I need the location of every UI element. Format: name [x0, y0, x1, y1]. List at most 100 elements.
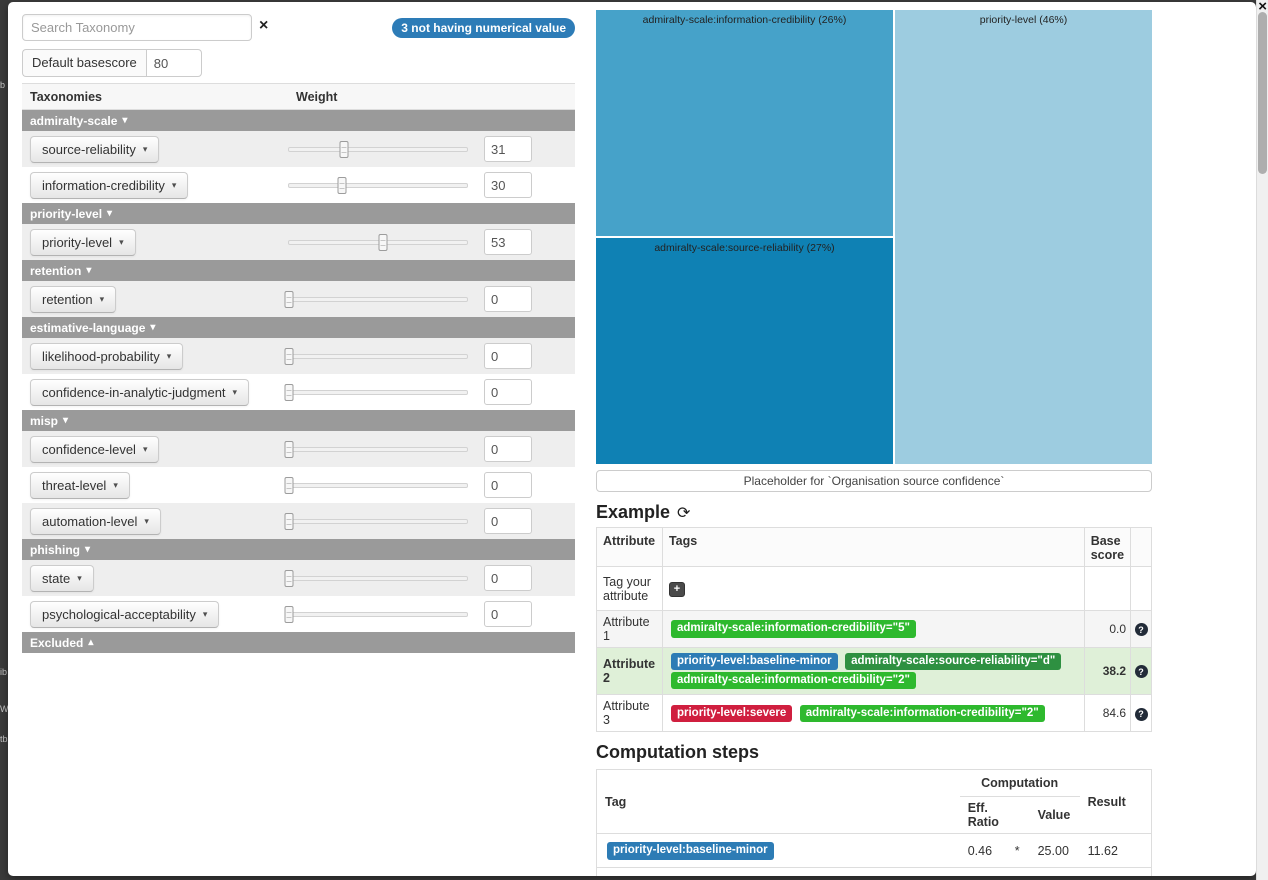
computation-header-row-2: Eff. Ratio Value — [597, 797, 1152, 834]
group-header-estimative-language[interactable]: estimative-language ▾ — [22, 317, 575, 338]
example-table: Attribute Tags Base score Tag your attri… — [596, 527, 1152, 733]
taxonomy-select-information-credibility[interactable]: information-credibility ▾ — [30, 171, 189, 199]
slider-handle[interactable] — [284, 383, 294, 401]
tag-pill: admiralty-scale:source-reliability="d" — [845, 653, 1062, 671]
question-circle-icon[interactable]: ? — [1134, 623, 1148, 637]
group-label: misp — [30, 413, 59, 428]
slider-handle[interactable] — [284, 476, 294, 494]
slider-handle[interactable] — [284, 347, 294, 365]
group-header-admiralty-scale[interactable]: admiralty-scale ▾ — [22, 110, 575, 131]
operator: * — [1005, 868, 1030, 876]
weight-input[interactable] — [484, 343, 532, 369]
background-text-fragment: b — [0, 80, 6, 90]
column-header-help — [1130, 527, 1152, 567]
taxonomy-name: automation-level — [42, 513, 138, 529]
taxonomy-name: retention — [42, 291, 93, 307]
attribute-label: Attribute 3 — [596, 694, 663, 733]
example-row-attribute-2: Attribute 2 priority-level:baseline-mino… — [596, 646, 1152, 696]
computation-table: Tag Computation Result Eff. Ratio Value … — [596, 769, 1152, 876]
refresh-icon[interactable]: ⟳ — [677, 504, 691, 522]
taxonomy-select-psychological-acceptability[interactable]: psychological-acceptability ▾ — [30, 600, 220, 628]
weight-input[interactable] — [484, 229, 532, 255]
slider-handle[interactable] — [284, 569, 294, 587]
weight-slider[interactable] — [284, 569, 468, 587]
weight-slider[interactable] — [288, 233, 468, 251]
weight-slider[interactable] — [284, 605, 468, 623]
weight-slider[interactable] — [288, 176, 468, 194]
taxonomy-name: information-credibility — [42, 177, 165, 193]
weight-input[interactable] — [484, 565, 532, 591]
weight-slider[interactable] — [288, 140, 468, 158]
eff-ratio-value: 0.27 — [960, 868, 1005, 876]
chevron-down-icon: ▾ — [232, 386, 238, 397]
weight-input[interactable] — [484, 601, 532, 627]
example-table-header: Attribute Tags Base score — [596, 527, 1152, 567]
close-icon[interactable]: × — [1258, 0, 1267, 15]
weight-slider[interactable] — [284, 440, 468, 458]
taxonomy-name: likelihood-probability — [42, 348, 160, 364]
clear-search-icon[interactable]: × — [259, 17, 269, 34]
org-source-confidence-placeholder: Placeholder for `Organisation source con… — [596, 470, 1152, 492]
group-header-phishing[interactable]: phishing ▾ — [22, 539, 575, 560]
slider-handle[interactable] — [284, 512, 294, 530]
weight-slider[interactable] — [284, 476, 468, 494]
weight-input[interactable] — [484, 379, 532, 405]
slider-handle[interactable] — [339, 140, 349, 158]
taxonomy-row-information-credibility: information-credibility ▾ — [22, 167, 575, 203]
add-tag-button[interactable]: + — [668, 581, 685, 597]
question-circle-icon[interactable]: ? — [1134, 707, 1148, 721]
weight-slider[interactable] — [284, 383, 468, 401]
chevron-down-icon: ▾ — [113, 479, 118, 490]
taxonomy-select-priority-level[interactable]: priority-level ▾ — [30, 228, 136, 256]
weight-input[interactable] — [484, 136, 532, 162]
group-label: estimative-language — [30, 320, 146, 335]
weight-input[interactable] — [484, 286, 532, 312]
chevron-down-icon: ▾ — [63, 415, 69, 426]
slider-handle[interactable] — [284, 290, 294, 308]
group-header-excluded[interactable]: Excluded ▴ — [22, 632, 575, 653]
group-header-retention[interactable]: retention ▾ — [22, 260, 575, 281]
search-input[interactable] — [22, 14, 252, 41]
taxonomy-select-retention[interactable]: retention ▾ — [30, 285, 117, 313]
weight-input[interactable] — [484, 436, 532, 462]
taxonomy-select-threat-level[interactable]: threat-level ▾ — [30, 471, 130, 499]
slider-handle[interactable] — [284, 605, 294, 623]
slider-handle[interactable] — [337, 176, 347, 194]
weight-input[interactable] — [484, 472, 532, 498]
question-circle-icon[interactable]: ? — [1134, 665, 1148, 679]
taxonomy-select-confidence-level[interactable]: confidence-level ▾ — [30, 435, 160, 463]
taxonomy-select-confidence-in-analytic-judgment[interactable]: confidence-in-analytic-judgment ▾ — [30, 378, 250, 406]
taxonomy-select-source-reliability[interactable]: source-reliability ▾ — [30, 135, 160, 163]
taxonomy-row-retention: retention ▾ — [22, 281, 575, 317]
search-row: × 3 not having numerical value — [22, 10, 575, 41]
scrollbar-thumb[interactable] — [1258, 12, 1267, 174]
taxonomy-name: psychological-acceptability — [42, 606, 196, 622]
operator: * — [1014, 843, 1020, 858]
default-basescore-input[interactable] — [145, 49, 202, 77]
column-header-tags: Tags — [661, 527, 1085, 567]
chevron-down-icon: ▾ — [171, 179, 177, 190]
slider-handle[interactable] — [284, 440, 294, 458]
weight-slider[interactable] — [284, 347, 468, 365]
weight-input[interactable] — [484, 172, 532, 198]
taxonomy-select-state[interactable]: state ▾ — [30, 564, 94, 592]
value-cell: 25.00 — [1030, 868, 1080, 876]
slider-handle[interactable] — [378, 233, 388, 251]
weight-slider[interactable] — [284, 512, 468, 530]
taxonomy-select-likelihood-probability[interactable]: likelihood-probability ▾ — [30, 342, 184, 370]
attribute-label: Attribute 1 — [596, 610, 663, 648]
column-header-result: Result — [1087, 794, 1126, 809]
group-label: priority-level — [30, 206, 103, 221]
example-row-tag-your-attribute: Tag your attribute + — [596, 566, 1152, 611]
computation-row-baseline-minor: priority-level:baseline-minor 0.46 * 25.… — [596, 833, 1152, 868]
group-header-misp[interactable]: misp ▾ — [22, 410, 575, 431]
taxonomy-select-automation-level[interactable]: automation-level ▾ — [30, 507, 161, 535]
attribute-label: Attribute 2 — [596, 646, 663, 696]
tag-pill: priority-level:severe — [670, 704, 793, 723]
chevron-down-icon: ▾ — [122, 115, 128, 126]
weight-input[interactable] — [484, 508, 532, 534]
taxonomy-table-header: Taxonomies Weight — [22, 83, 575, 110]
computation-row-source-reliability: admiralty-scale:source-reliability="d" 0… — [596, 867, 1152, 876]
group-header-priority-level[interactable]: priority-level ▾ — [22, 203, 575, 224]
weight-slider[interactable] — [284, 290, 468, 308]
